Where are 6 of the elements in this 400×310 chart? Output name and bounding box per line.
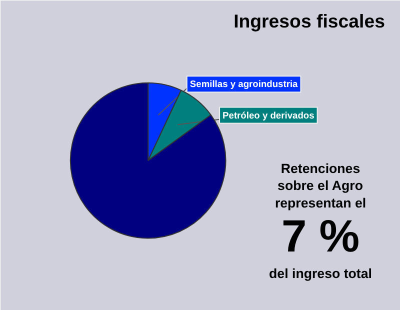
text: Retenciones sobre el Agro representan el: [274, 161, 366, 210]
chart-title: Ingresos fiscales: [234, 10, 385, 32]
slice-label: Semillas y agroindustria: [190, 79, 299, 90]
text: 7 %: [281, 210, 360, 262]
slice-label: Petróleo y derivados: [222, 110, 314, 120]
text: del ingreso total: [269, 266, 372, 281]
